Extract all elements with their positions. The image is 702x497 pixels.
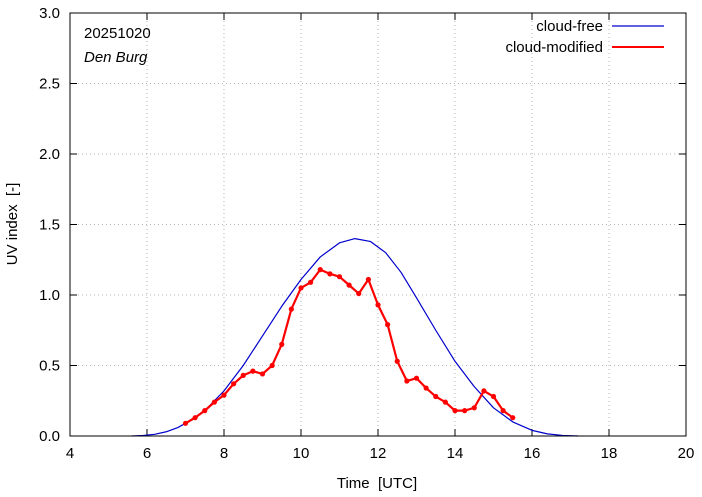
data-point-cloud-modified xyxy=(250,368,256,374)
data-point-cloud-modified xyxy=(510,415,516,421)
data-point-cloud-modified xyxy=(490,393,497,400)
series-layer xyxy=(131,238,579,437)
data-point-cloud-modified xyxy=(452,408,458,414)
y-tick-label: 1.0 xyxy=(39,287,60,304)
data-point-cloud-modified xyxy=(211,399,217,405)
y-tick-label: 1.5 xyxy=(39,217,60,234)
series-line-cloud-modified xyxy=(184,268,514,425)
data-point-cloud-modified xyxy=(298,285,304,291)
data-point-cloud-modified xyxy=(500,408,506,414)
data-point-cloud-modified xyxy=(240,372,246,378)
data-point-cloud-modified xyxy=(327,271,333,277)
x-tick-label: 14 xyxy=(447,445,464,462)
y-tick-label: 0.5 xyxy=(39,358,60,375)
data-point-cloud-modified xyxy=(288,306,294,312)
data-point-cloud-modified xyxy=(471,405,477,411)
data-point-cloud-modified xyxy=(375,302,381,308)
ticks: 4 6 8 10 12 14 16 18 20 0.0 0.5 1.0 1.5 2.0 2.5 3.0 xyxy=(39,5,694,462)
data-point-cloud-modified xyxy=(481,388,487,394)
data-point-cloud-modified xyxy=(221,392,227,398)
x-tick-label: 16 xyxy=(524,445,541,462)
data-point-cloud-modified xyxy=(394,358,400,364)
x-tick-label: 6 xyxy=(143,445,151,462)
data-point-cloud-modified xyxy=(308,279,314,285)
data-point-cloud-modified xyxy=(423,385,429,391)
series-line-cloud-free xyxy=(131,238,579,437)
location-annotation: Den Burg xyxy=(84,49,148,66)
data-point-cloud-modified xyxy=(259,371,266,377)
data-point-cloud-modified xyxy=(365,276,371,283)
x-axis-title: Time [UTC] xyxy=(337,475,417,492)
data-point-cloud-modified xyxy=(346,282,352,288)
grid xyxy=(70,13,686,436)
data-point-cloud-modified xyxy=(385,322,391,328)
data-point-cloud-modified xyxy=(404,378,410,384)
legend-label-cloud-modified: cloud-modified xyxy=(505,39,603,56)
x-tick-label: 12 xyxy=(370,445,387,462)
x-tick-label: 20 xyxy=(678,445,695,462)
data-point-cloud-modified xyxy=(356,290,362,297)
data-point-cloud-modified xyxy=(336,274,343,280)
data-point-cloud-modified xyxy=(433,393,439,400)
legend: cloud-free cloud-modified xyxy=(505,18,664,56)
data-point-cloud-modified xyxy=(413,375,420,381)
y-tick-label: 3.0 xyxy=(39,5,60,22)
plot-frame xyxy=(69,12,687,437)
data-point-cloud-modified xyxy=(192,415,198,421)
x-tick-label: 10 xyxy=(293,445,310,462)
data-point-cloud-modified xyxy=(442,399,448,405)
x-tick-label: 18 xyxy=(601,445,618,462)
data-point-cloud-modified xyxy=(317,267,323,273)
data-point-cloud-modified xyxy=(462,408,468,414)
x-tick-label: 8 xyxy=(220,445,228,462)
y-tick-label: 2.0 xyxy=(39,146,60,163)
y-axis-title: UV index [-] xyxy=(4,183,21,266)
data-point-cloud-modified xyxy=(202,408,208,414)
date-annotation: 20251020 xyxy=(84,25,151,42)
y-tick-label: 2.5 xyxy=(39,76,60,93)
y-tick-label: 0.0 xyxy=(39,428,60,445)
data-point-cloud-modified xyxy=(269,362,275,369)
legend-label-cloud-free: cloud-free xyxy=(536,18,603,35)
data-point-cloud-modified xyxy=(279,341,285,347)
data-point-cloud-modified xyxy=(231,381,237,387)
data-point-cloud-modified xyxy=(182,420,189,426)
x-tick-label: 4 xyxy=(66,445,74,462)
